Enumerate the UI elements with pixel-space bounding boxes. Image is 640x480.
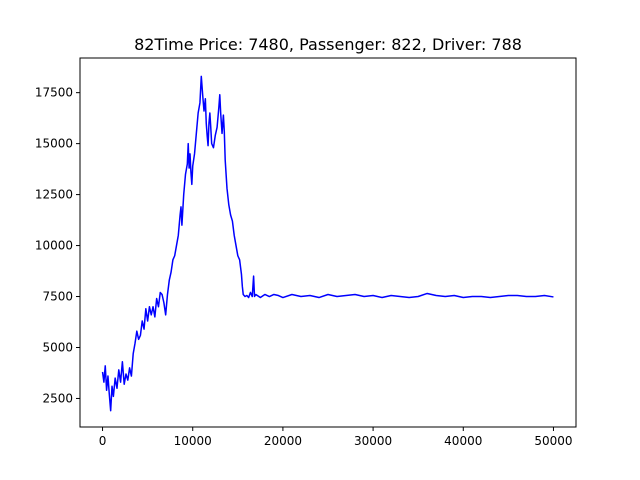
x-tick-label: 30000 <box>354 434 392 448</box>
x-tick-label: 50000 <box>534 434 572 448</box>
y-tick-label: 15000 <box>35 137 73 151</box>
x-tick-label: 20000 <box>264 434 302 448</box>
y-tick-label: 10000 <box>35 239 73 253</box>
x-tick-label: 10000 <box>174 434 212 448</box>
x-tick-label: 40000 <box>444 434 482 448</box>
y-tick-label: 7500 <box>42 290 73 304</box>
y-tick-label: 12500 <box>35 188 73 202</box>
axes-frame <box>79 57 577 428</box>
x-axis: 0 10000 20000 30000 40000 50000 <box>99 427 573 448</box>
y-axis: 2500 5000 7500 10000 12500 15000 17500 <box>35 86 80 405</box>
plot-area <box>101 75 554 412</box>
y-tick-label: 17500 <box>35 86 73 100</box>
y-tick-label: 5000 <box>42 340 73 354</box>
series-line-0 <box>101 75 554 412</box>
x-tick-label: 0 <box>99 434 107 448</box>
chart-title: 82Time Price: 7480, Passenger: 822, Driv… <box>134 35 522 54</box>
y-tick-label: 2500 <box>42 391 73 405</box>
